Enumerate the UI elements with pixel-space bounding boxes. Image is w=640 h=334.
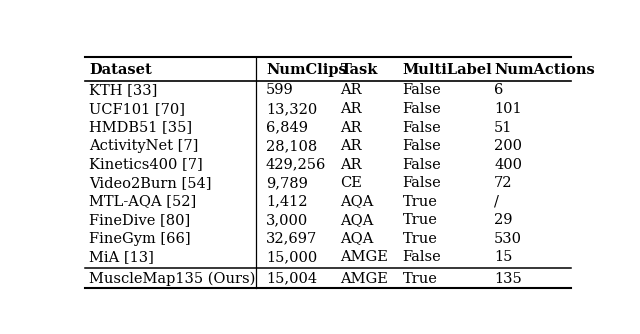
Text: KTH [33]: KTH [33]: [89, 84, 157, 98]
Text: 9,789: 9,789: [266, 176, 308, 190]
Text: 6: 6: [494, 84, 504, 98]
Text: False: False: [403, 158, 441, 172]
Text: 13,320: 13,320: [266, 102, 317, 116]
Text: AQA: AQA: [340, 231, 374, 245]
Text: 3,000: 3,000: [266, 213, 308, 227]
Text: FineDive [80]: FineDive [80]: [89, 213, 190, 227]
Text: 15,004: 15,004: [266, 272, 317, 286]
Text: /: /: [494, 195, 499, 209]
Text: False: False: [403, 84, 441, 98]
Text: False: False: [403, 250, 441, 264]
Text: AQA: AQA: [340, 213, 374, 227]
Text: 72: 72: [494, 176, 513, 190]
Text: AQA: AQA: [340, 195, 374, 209]
Text: 135: 135: [494, 272, 522, 286]
Text: 400: 400: [494, 158, 522, 172]
Text: 6,849: 6,849: [266, 121, 308, 135]
Text: UCF101 [70]: UCF101 [70]: [89, 102, 185, 116]
Text: ActivityNet [7]: ActivityNet [7]: [89, 139, 198, 153]
Text: True: True: [403, 272, 437, 286]
Text: 32,697: 32,697: [266, 231, 317, 245]
Text: AR: AR: [340, 84, 362, 98]
Text: 51: 51: [494, 121, 513, 135]
Text: MultiLabel: MultiLabel: [403, 63, 492, 77]
Text: 29: 29: [494, 213, 513, 227]
Text: AR: AR: [340, 158, 362, 172]
Text: 28,108: 28,108: [266, 139, 317, 153]
Text: 530: 530: [494, 231, 522, 245]
Text: HMDB51 [35]: HMDB51 [35]: [89, 121, 192, 135]
Text: MiA [13]: MiA [13]: [89, 250, 154, 264]
Text: Video2Burn [54]: Video2Burn [54]: [89, 176, 211, 190]
Text: AR: AR: [340, 102, 362, 116]
Text: FineGym [66]: FineGym [66]: [89, 231, 191, 245]
Text: AMGE: AMGE: [340, 272, 388, 286]
Text: 101: 101: [494, 102, 522, 116]
Text: 200: 200: [494, 139, 522, 153]
Text: True: True: [403, 231, 437, 245]
Text: False: False: [403, 139, 441, 153]
Text: 15: 15: [494, 250, 513, 264]
Text: MuscleMap135 (Ours): MuscleMap135 (Ours): [89, 272, 255, 286]
Text: NumClips: NumClips: [266, 63, 347, 77]
Text: True: True: [403, 213, 437, 227]
Text: Task: Task: [340, 63, 378, 77]
Text: True: True: [403, 195, 437, 209]
Text: AR: AR: [340, 121, 362, 135]
Text: 429,256: 429,256: [266, 158, 326, 172]
Text: False: False: [403, 176, 441, 190]
Text: 1,412: 1,412: [266, 195, 307, 209]
Text: Kinetics400 [7]: Kinetics400 [7]: [89, 158, 203, 172]
Text: NumActions: NumActions: [494, 63, 595, 77]
Text: False: False: [403, 102, 441, 116]
Text: 599: 599: [266, 84, 294, 98]
Text: False: False: [403, 121, 441, 135]
Text: AR: AR: [340, 139, 362, 153]
Text: CE: CE: [340, 176, 362, 190]
Text: Dataset: Dataset: [89, 63, 152, 77]
Text: AMGE: AMGE: [340, 250, 388, 264]
Text: 15,000: 15,000: [266, 250, 317, 264]
Text: MTL-AQA [52]: MTL-AQA [52]: [89, 195, 196, 209]
